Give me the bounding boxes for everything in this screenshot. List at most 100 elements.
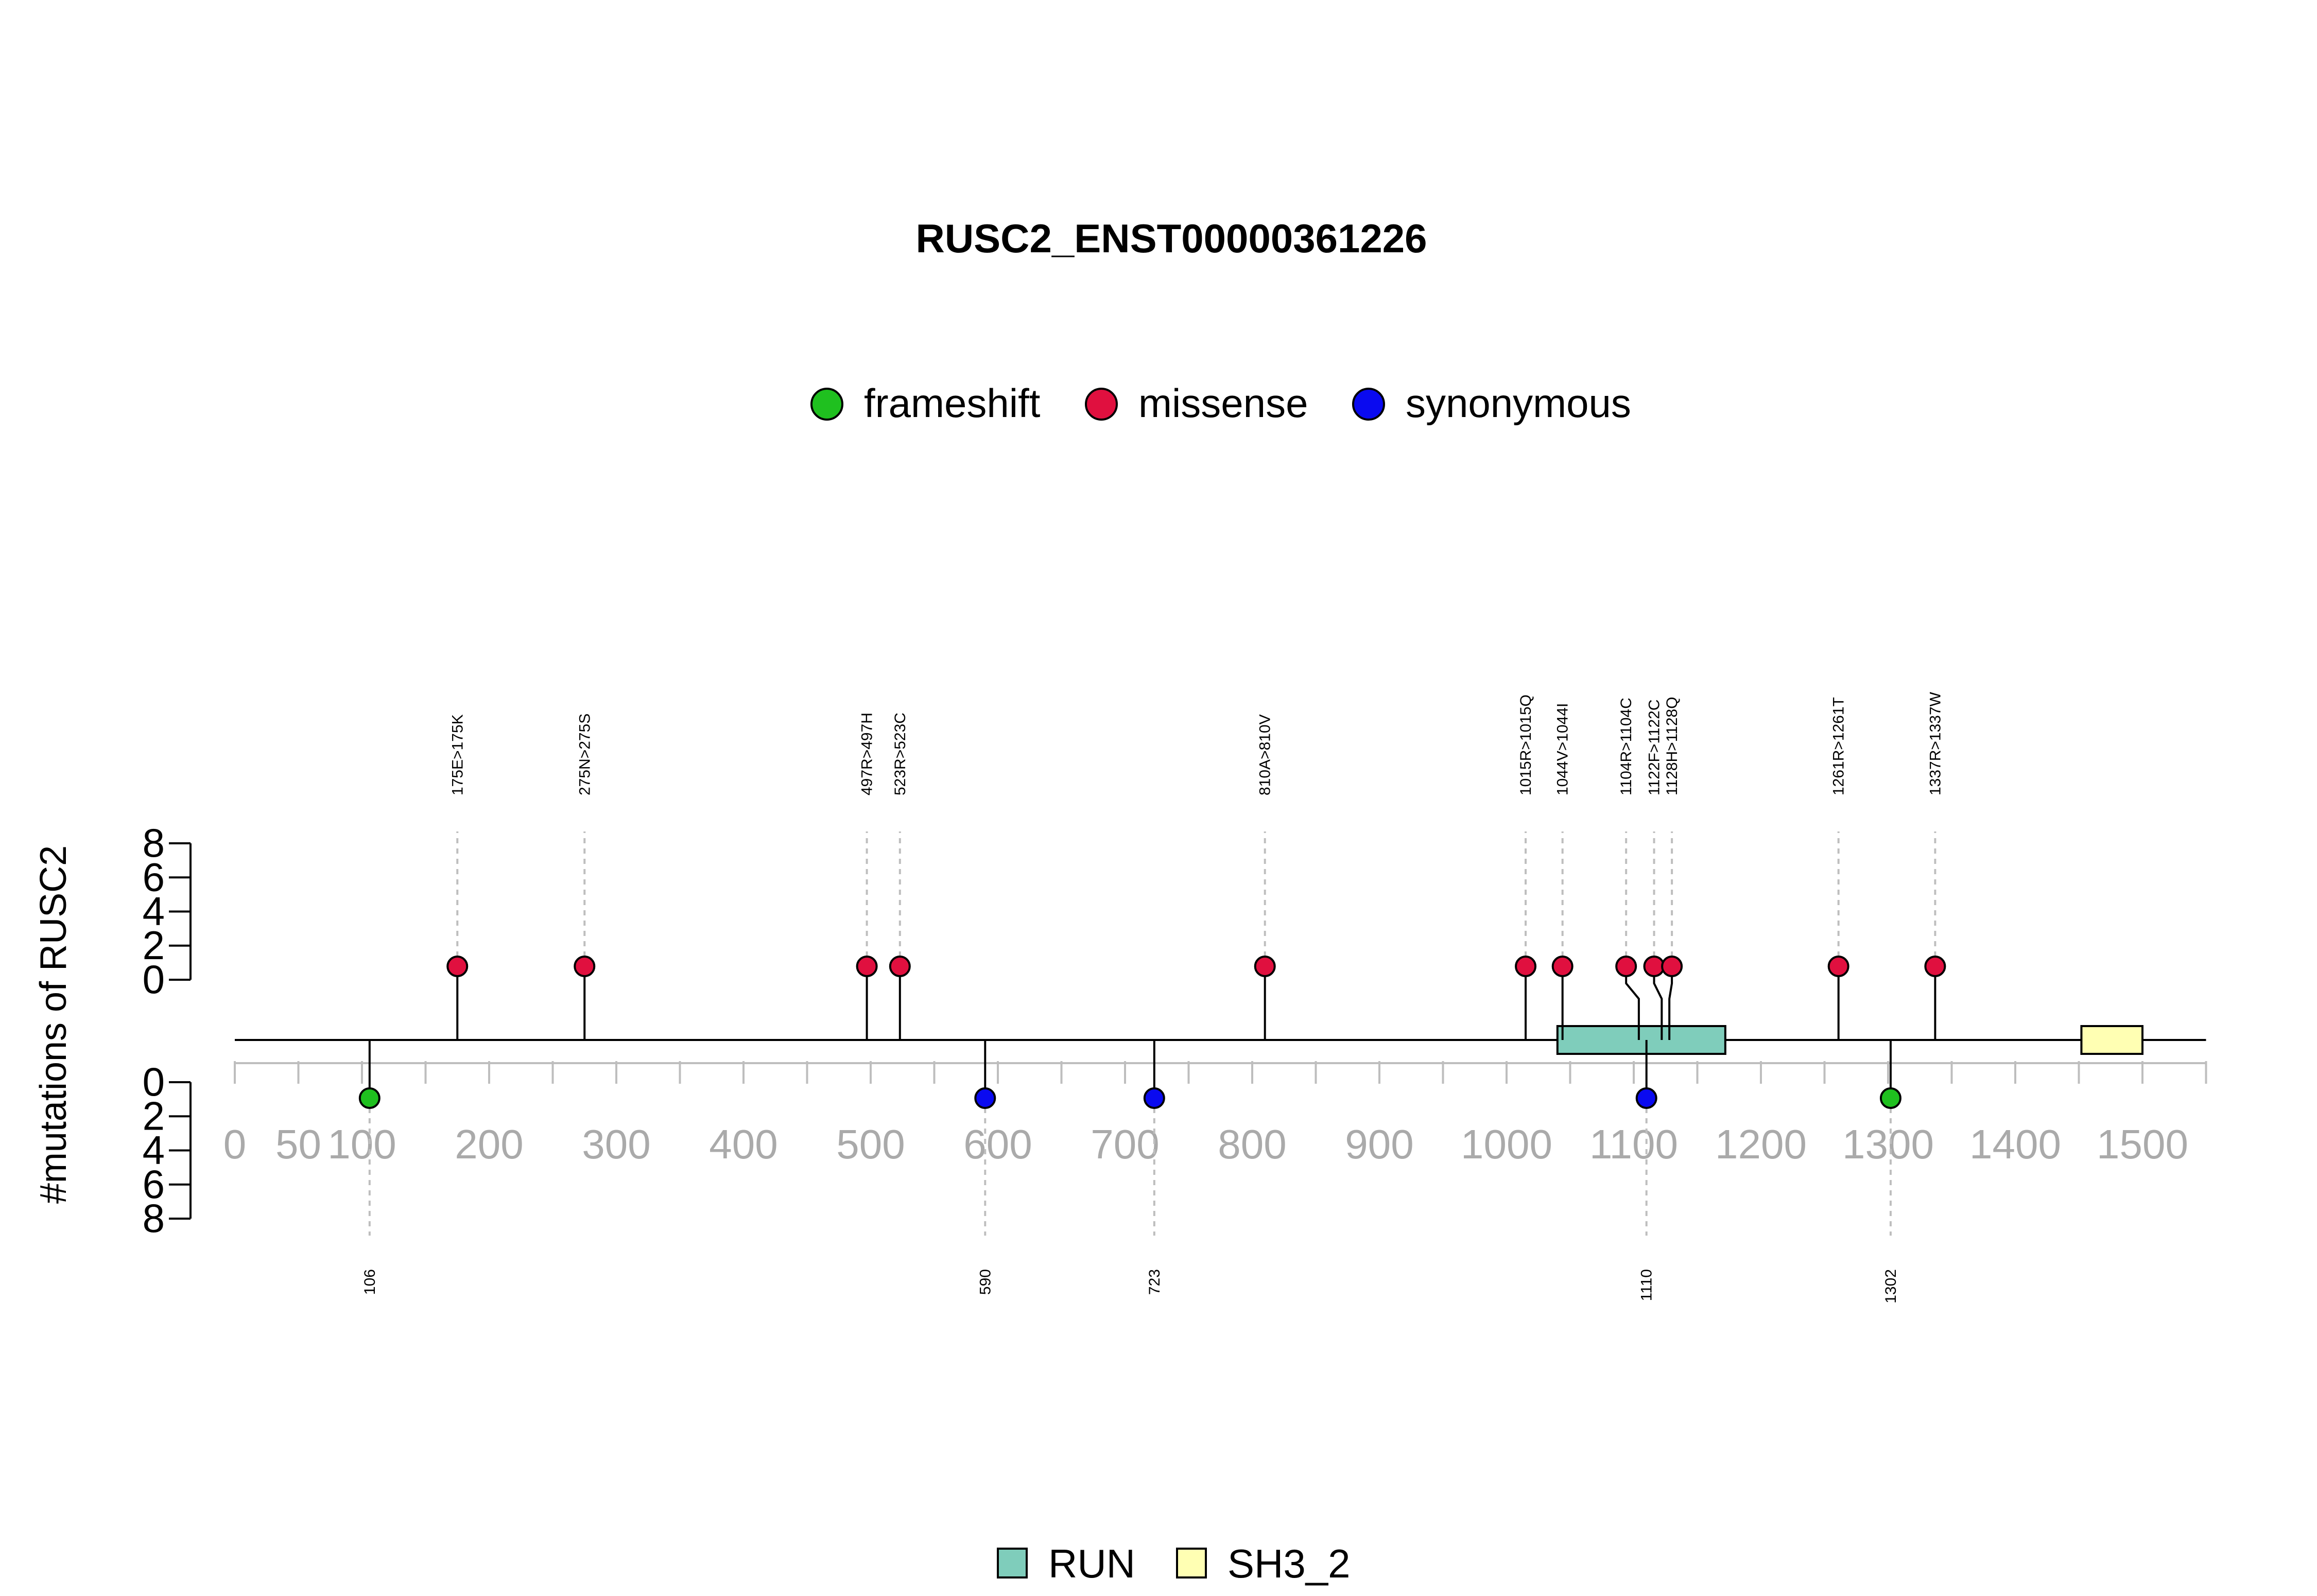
lollipop-top-523: 523R>523C xyxy=(889,713,911,1040)
x-tick-label: 1200 xyxy=(1715,1121,1807,1167)
x-tick-label: 600 xyxy=(963,1121,1032,1167)
lollipop-head xyxy=(856,956,878,977)
x-tick-label: 1300 xyxy=(1842,1121,1934,1167)
lollipop-head xyxy=(1924,956,1946,977)
lollipop-head xyxy=(358,1087,381,1109)
lollipop-head xyxy=(1254,956,1276,977)
lollipop-head xyxy=(574,956,596,977)
lollipop-head xyxy=(1143,1087,1165,1109)
lollipop-label: 106 xyxy=(361,1269,378,1295)
lollipop-label: 497R>497H xyxy=(859,713,876,795)
y-axis-top-tick-label: 8 xyxy=(143,820,165,865)
lollipop-top-275: 275N>275S xyxy=(574,714,596,1040)
lollipop-label: 1122F>1122C xyxy=(1646,699,1663,795)
legend-missense-label: missense xyxy=(1138,380,1308,426)
y-axis-top-tick-label: 2 xyxy=(143,923,165,968)
y-axis-top-tick-label: 0 xyxy=(143,957,165,1002)
x-tick-label: 50 xyxy=(275,1121,321,1167)
lollipop-label: 523R>523C xyxy=(892,713,909,795)
y-axis-label: #mutations of RUSC2 xyxy=(33,845,74,1204)
lollipop-top-1044: 1044V>1044I xyxy=(1551,703,1574,1040)
legend-synonymous-marker xyxy=(1352,388,1385,421)
lollipop-label: 810A>810V xyxy=(1257,714,1274,795)
y-axis-bottom-tick-label: 0 xyxy=(143,1059,165,1104)
legend-SH3_2-swatch xyxy=(1176,1548,1207,1578)
lollipop-label: 1128H>1128Q xyxy=(1664,697,1681,795)
lollipops-top: 175E>175K 275N>275S 497R>497H 523R>523C 810A… xyxy=(446,691,1946,1040)
lollipop-head xyxy=(1551,956,1574,977)
legend-RUN-swatch xyxy=(997,1548,1028,1578)
lollipop-head xyxy=(1879,1087,1901,1109)
legend-frameshift-marker xyxy=(810,388,843,421)
x-tick-label: 1400 xyxy=(1969,1121,2061,1167)
y-axis-top-tick-label: 4 xyxy=(143,889,165,934)
lollipop-label: 175E>175K xyxy=(449,714,466,795)
x-tick-label: 400 xyxy=(709,1121,777,1167)
lollipop-head xyxy=(1635,1087,1657,1109)
legend-synonymous-label: synonymous xyxy=(1406,380,1631,426)
y-axis-bottom-tick-label: 2 xyxy=(143,1093,165,1138)
lollipop-label: 1337R>1337W xyxy=(1927,691,1944,795)
lollipop-label: 275N>275S xyxy=(576,714,593,795)
lollipop-top-1122: 1122F>1122C xyxy=(1643,699,1665,1040)
chart-title: RUSC2_ENST00000361226 xyxy=(916,216,1427,261)
lollipop-top-810: 810A>810V xyxy=(1254,714,1276,1040)
lollipop-head xyxy=(1515,956,1537,977)
lollipop-bottom-590: 590 xyxy=(974,1040,996,1295)
x-tick-label: 100 xyxy=(327,1121,396,1167)
x-tick-label: 500 xyxy=(836,1121,905,1167)
x-tick-label: 900 xyxy=(1345,1121,1413,1167)
lollipop-label: 590 xyxy=(977,1269,994,1295)
lollipop-label: 1104R>1104C xyxy=(1618,698,1635,795)
y-axis-top-tick-label: 6 xyxy=(143,854,165,899)
x-tick-label: 0 xyxy=(223,1121,247,1167)
x-axis: 0 50 100 200 300 400 500 600 700 800 900 1000 1100 12… xyxy=(223,1061,2207,1167)
x-tick-label: 800 xyxy=(1218,1121,1286,1167)
domain-SH3_2 xyxy=(2080,1025,2143,1055)
lollipop-top-1128: 1128H>1128Q xyxy=(1661,697,1683,1040)
lollipop-head xyxy=(889,956,911,977)
legend-SH3_2-label: SH3_2 xyxy=(1227,1541,1351,1586)
domain-boxes xyxy=(1556,1025,2143,1055)
lollipop-head xyxy=(446,956,469,977)
lollipop-head xyxy=(1827,956,1849,977)
lollipop-label: 1261R>1261T xyxy=(1830,697,1847,795)
legend-frameshift-label: frameshift xyxy=(864,380,1041,426)
domain-RUN xyxy=(1556,1025,1726,1055)
lollipop-bottom-1302: 1302 xyxy=(1879,1040,1901,1304)
mutation-type-legend: frameshift missense synonymous xyxy=(810,380,1631,426)
lollipop-head xyxy=(1643,956,1665,977)
legend-missense-marker xyxy=(1085,388,1118,421)
lollipop-label: 723 xyxy=(1146,1269,1163,1295)
lollipop-head xyxy=(1661,956,1683,977)
x-tick-label: 300 xyxy=(582,1121,650,1167)
lollipop-top-497: 497R>497H xyxy=(856,713,878,1040)
lollipop-bottom-106: 106 xyxy=(358,1040,381,1295)
lollipop-label: 1015R>1015Q xyxy=(1517,695,1534,795)
x-tick-label: 1000 xyxy=(1461,1121,1552,1167)
x-tick-label: 1100 xyxy=(1589,1121,1678,1167)
x-tick-label: 1500 xyxy=(2097,1121,2188,1167)
lollipop-label: 1110 xyxy=(1638,1269,1655,1301)
lollipops-bottom: 106 590 723 1110 1302 xyxy=(358,1040,1901,1304)
lollipop-top-1337: 1337R>1337W xyxy=(1924,691,1946,1040)
lollipop-top-1015: 1015R>1015Q xyxy=(1515,695,1537,1040)
lollipop-top-175: 175E>175K xyxy=(446,714,469,1040)
lollipop-top-1261: 1261R>1261T xyxy=(1827,697,1849,1040)
x-tick-label: 700 xyxy=(1091,1121,1159,1167)
y-axis-bottom-tick-label: 4 xyxy=(143,1127,165,1173)
legend-RUN-label: RUN xyxy=(1048,1541,1135,1586)
y-axis-bottom-tick-label: 8 xyxy=(143,1195,165,1241)
lollipop-top-1104: 1104R>1104C xyxy=(1615,698,1640,1040)
lollipop-head xyxy=(974,1087,996,1109)
domain-legend: RUN SH3_2 xyxy=(997,1541,1351,1586)
lollipop-bottom-723: 723 xyxy=(1143,1040,1165,1295)
y-axis-bottom-tick-label: 6 xyxy=(143,1161,165,1207)
lollipop-head xyxy=(1615,956,1637,977)
lollipop-bottom-1110: 1110 xyxy=(1635,1040,1657,1301)
x-tick-label: 200 xyxy=(455,1121,523,1167)
